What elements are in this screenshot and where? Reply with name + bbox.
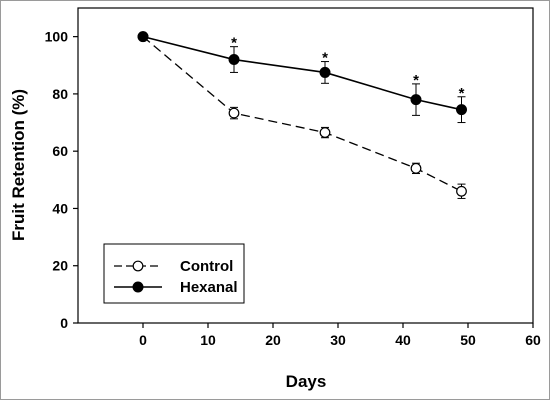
- point-hexanal-0: [137, 31, 149, 43]
- y-tick-label-4: 80: [52, 86, 68, 102]
- legend-marker-control: [132, 260, 144, 272]
- point-hexanal-1: [228, 54, 240, 66]
- y-axis-title: Fruit Retention (%): [9, 89, 28, 241]
- legend-label-control: Control: [180, 258, 233, 275]
- legend-marker-hexanal: [132, 281, 144, 293]
- axis-ticks: 0 10 20 30 40 50 60 0 20 40 60 80 100: [45, 29, 541, 348]
- x-axis-title: Days: [286, 372, 327, 391]
- significance-marker-3: *: [459, 85, 465, 102]
- point-control-4: [456, 185, 467, 197]
- point-control-3: [410, 162, 422, 174]
- y-tick-label-5: 100: [45, 29, 69, 45]
- x-tick-label-5: 50: [460, 332, 476, 348]
- point-hexanal-4: [456, 104, 467, 116]
- point-hexanal-3: [410, 94, 422, 106]
- x-tick-label-6: 60: [525, 332, 541, 348]
- legend-label-hexanal: Hexanal: [180, 279, 238, 296]
- x-tick-label-1: 10: [200, 332, 216, 348]
- x-tick-label-3: 30: [330, 332, 346, 348]
- plot-area: [77, 7, 534, 324]
- annotation-layer: * * * *: [231, 35, 465, 102]
- series-layer: [137, 31, 467, 199]
- point-control-1: [228, 107, 240, 119]
- point-hexanal-2: [319, 66, 331, 78]
- legend-box: [103, 243, 245, 304]
- x-tick-label-0: 0: [139, 332, 147, 348]
- y-tick-label-1: 20: [52, 258, 68, 274]
- significance-marker-2: *: [413, 72, 419, 89]
- y-tick-label-3: 60: [52, 143, 68, 159]
- significance-marker-0: *: [231, 35, 237, 52]
- y-tick-label-0: 0: [60, 315, 68, 331]
- significance-marker-1: *: [322, 50, 328, 67]
- legend: Control Hexanal: [103, 243, 245, 304]
- y-tick-label-2: 40: [52, 200, 68, 216]
- point-control-2: [319, 127, 331, 138]
- x-tick-label-2: 20: [265, 332, 281, 348]
- x-tick-label-4: 40: [395, 332, 411, 348]
